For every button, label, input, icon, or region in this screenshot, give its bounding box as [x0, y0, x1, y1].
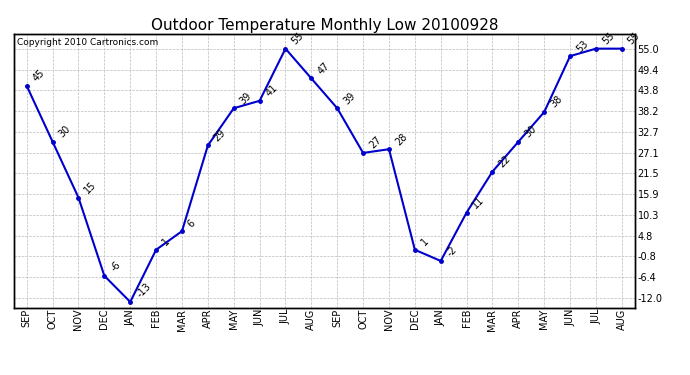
Text: -13: -13: [135, 282, 152, 300]
Text: 1: 1: [419, 236, 431, 248]
Text: 30: 30: [522, 124, 538, 140]
Text: 53: 53: [574, 38, 590, 54]
Text: 55: 55: [290, 31, 306, 46]
Text: 1: 1: [160, 236, 172, 248]
Title: Outdoor Temperature Monthly Low 20100928: Outdoor Temperature Monthly Low 20100928: [150, 18, 498, 33]
Text: 55: 55: [600, 31, 616, 46]
Text: 41: 41: [264, 83, 279, 99]
Text: 47: 47: [315, 60, 331, 76]
Text: 15: 15: [83, 180, 99, 195]
Text: -6: -6: [108, 260, 122, 274]
Text: 28: 28: [393, 131, 409, 147]
Text: 22: 22: [497, 153, 513, 170]
Text: 6: 6: [186, 217, 197, 229]
Text: 38: 38: [549, 94, 564, 110]
Text: 55: 55: [626, 31, 642, 46]
Text: 39: 39: [342, 90, 357, 106]
Text: 29: 29: [212, 128, 228, 143]
Text: Copyright 2010 Cartronics.com: Copyright 2010 Cartronics.com: [17, 38, 158, 47]
Text: 30: 30: [57, 124, 72, 140]
Text: -2: -2: [445, 245, 459, 259]
Text: 39: 39: [238, 90, 254, 106]
Text: 11: 11: [471, 195, 486, 210]
Text: 45: 45: [31, 68, 47, 84]
Text: 27: 27: [367, 135, 383, 151]
